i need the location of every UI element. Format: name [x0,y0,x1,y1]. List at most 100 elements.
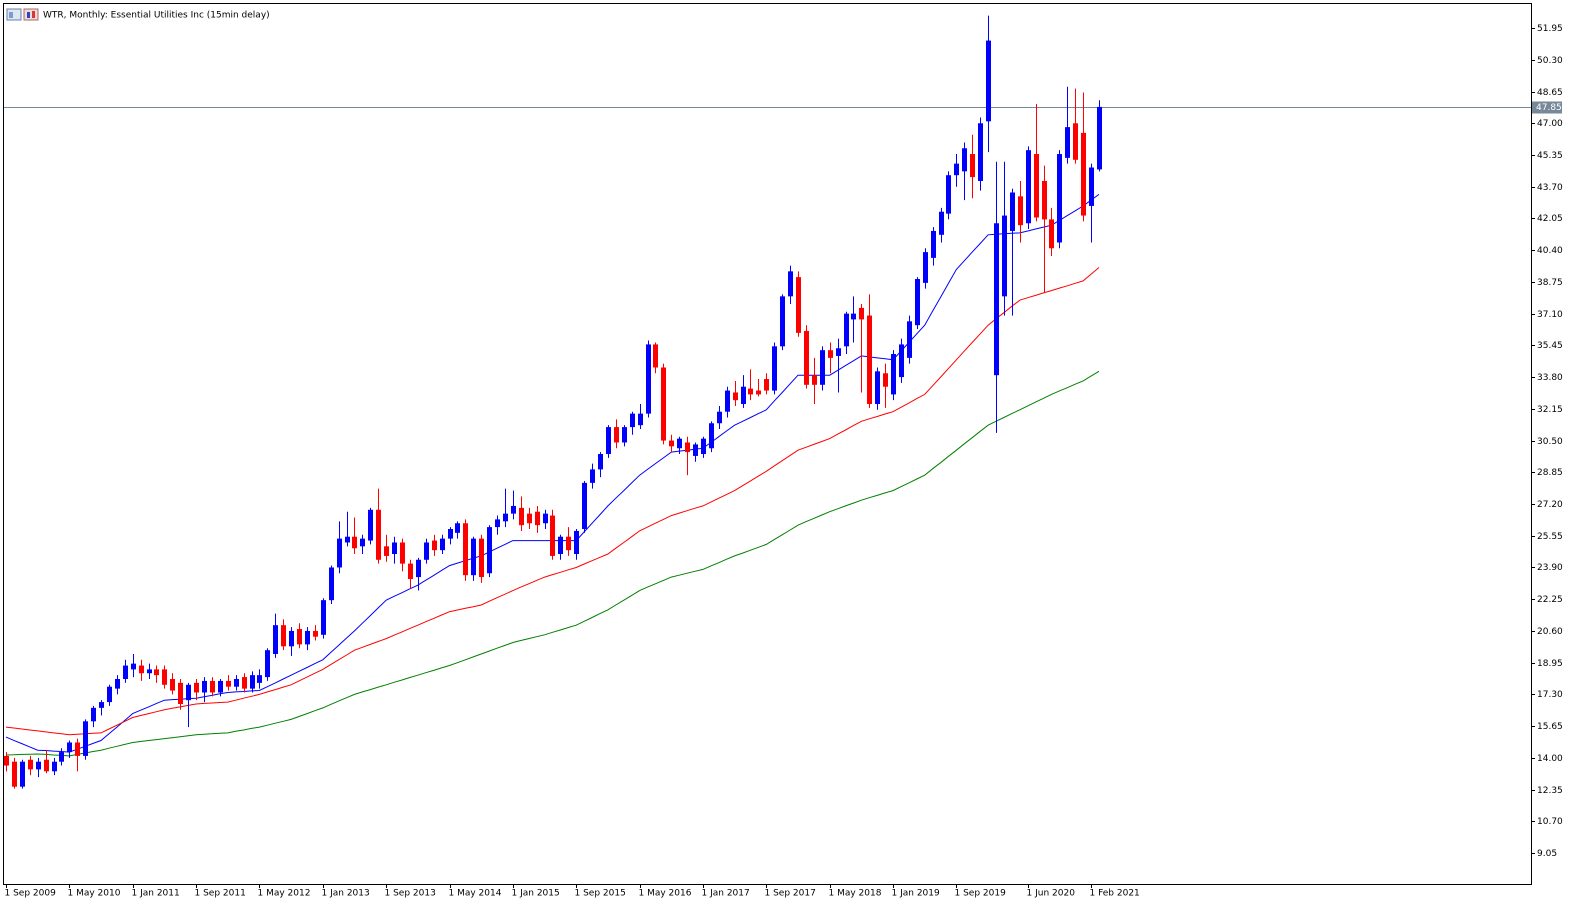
candle-body [210,680,215,693]
candle-body [701,438,706,455]
candle-body [558,536,563,555]
candle-body [907,321,912,358]
candle-body [463,523,468,576]
candle-body [503,513,508,522]
y-tick-label: 35.45 [1537,341,1563,351]
candle-body [360,538,365,547]
candle-body [83,721,88,756]
chart-icon [6,8,39,21]
current-price-tag [1532,101,1562,114]
candles [4,15,1102,789]
candle-body [535,511,540,526]
candle-body [1081,132,1086,216]
candle-body [994,223,999,376]
y-tick-label: 14.00 [1537,754,1563,764]
candle-body [590,469,595,483]
y-tick-label: 25.55 [1537,532,1563,542]
x-tick-label: 1 Sep 2015 [575,889,626,899]
candle-body [107,686,112,703]
candle-body [178,682,183,705]
candle-body [1026,150,1031,224]
candle-body [170,679,175,691]
candle-body [186,684,191,701]
candle-body [1057,154,1062,243]
candle-body [709,423,714,449]
y-tick-label: 50.30 [1537,56,1563,66]
candle-body [44,759,49,772]
candle-body [978,123,983,181]
y-tick-label: 23.90 [1537,563,1563,573]
y-tick-label: 10.70 [1537,817,1563,827]
y-tick-label: 27.20 [1537,500,1563,510]
candle-body [622,427,627,443]
candle-body [669,440,674,447]
y-tick-label: 48.65 [1537,88,1563,98]
candle-body [12,761,17,787]
candle-body [543,513,548,524]
candle-body [479,538,484,578]
x-tick-label: 1 May 2014 [449,889,502,899]
candle-body [693,444,698,456]
candle-body [59,752,64,762]
candle-body [1010,192,1015,231]
y-tick-label: 38.75 [1537,278,1563,288]
x-tick-label: 1 May 2012 [258,889,311,899]
candle-body [408,563,413,580]
candle-body [218,680,223,693]
candle-body [630,413,635,428]
candle-body [75,742,80,756]
candle-body [20,761,25,787]
candle-body [392,542,397,555]
y-tick-label: 28.85 [1537,468,1563,478]
x-tick-label: 1 May 2016 [639,889,692,899]
x-tick-label: 1 May 2010 [68,889,121,899]
y-tick-label: 17.30 [1537,690,1563,700]
candle-body [828,350,833,358]
candle-body [598,454,603,470]
candle-body [796,277,801,333]
candle-body [234,679,239,687]
x-tick-label: 1 Jun 2020 [1027,889,1076,899]
x-tick-label: 1 Jan 2019 [892,889,940,899]
y-tick-label: 18.95 [1537,659,1563,669]
candle-body [1065,127,1070,158]
y-tick-label: 37.10 [1537,310,1563,320]
candle-body [242,677,247,689]
candle-body [1073,123,1078,160]
y-tick-label: 12.35 [1537,786,1563,796]
candle-body [487,527,492,574]
candle-body [162,669,167,685]
y-tick-label: 9.05 [1537,849,1557,859]
candle-body [194,682,199,693]
y-tick-label: 40.40 [1537,246,1563,256]
candle-body [574,530,579,555]
candle-body [424,542,429,560]
candle-body [345,536,350,543]
candle-body [131,663,136,670]
candle-body [685,442,690,453]
candle-body [614,427,619,443]
candle-body [36,761,41,770]
candle-body [265,650,270,678]
candle-body [867,315,872,405]
candle-body [859,307,864,320]
candle-body [962,148,967,172]
y-tick-label: 33.80 [1537,373,1563,383]
candle-body [772,346,777,391]
candle-body [653,344,658,368]
candle-body [115,679,120,689]
candle-body [432,540,437,551]
y-tick-label: 15.65 [1537,722,1563,732]
candle-body [297,629,302,645]
x-tick-label: 1 May 2018 [829,889,882,899]
candle-body [257,675,262,683]
candle-body [384,546,389,556]
candle-body [99,702,104,708]
candle-body [970,154,975,178]
candle-body [756,390,761,395]
candle-body [448,529,453,539]
candle-body [804,330,809,385]
candle-body [646,344,651,414]
candle-body [606,427,611,455]
